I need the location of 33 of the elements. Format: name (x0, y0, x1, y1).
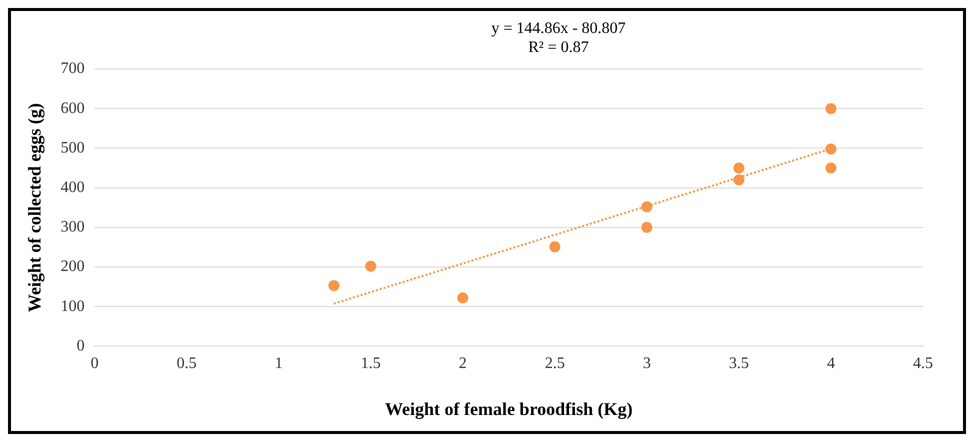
point (825, 143, 836, 154)
y-tick-label: 300 (60, 218, 85, 236)
y-tick-label: 700 (60, 60, 85, 78)
point (641, 201, 652, 212)
x-tick-label: 2.5 (544, 355, 565, 372)
y-tick-label: 600 (60, 100, 85, 117)
point (457, 292, 468, 304)
y-tick-label: 500 (60, 139, 85, 156)
point (825, 162, 836, 174)
text: R² = 0.87 (528, 39, 589, 56)
x-axis-title: Weight of female broodfish (Kg) (384, 398, 633, 419)
point (641, 222, 652, 233)
text: y = 144.86x - 80.807 (491, 20, 626, 37)
point (733, 174, 744, 186)
y-tick-label: 200 (60, 258, 85, 276)
point (365, 260, 376, 272)
point (733, 162, 744, 174)
x-tick-label: 1 (274, 355, 283, 372)
point (549, 241, 560, 252)
x-tick-label: 4.5 (913, 355, 933, 372)
x-tick-label: 0 (90, 355, 99, 372)
x-tick-label: 3.5 (728, 355, 749, 372)
x-tick-label: 0.5 (176, 355, 197, 372)
point (825, 103, 836, 114)
y-tick-label: 0 (76, 337, 85, 354)
x-tick-label: 3 (642, 355, 651, 372)
y-axis-title: Weight of collected eggs (g) (24, 103, 44, 312)
x-tick-label: 1.5 (360, 355, 381, 372)
x-tick-label: 4 (826, 355, 835, 372)
x-tick-label: 2 (458, 355, 467, 372)
y-tick-label: 100 (60, 298, 85, 315)
y-tick-label: 400 (60, 179, 85, 196)
point (328, 280, 340, 292)
